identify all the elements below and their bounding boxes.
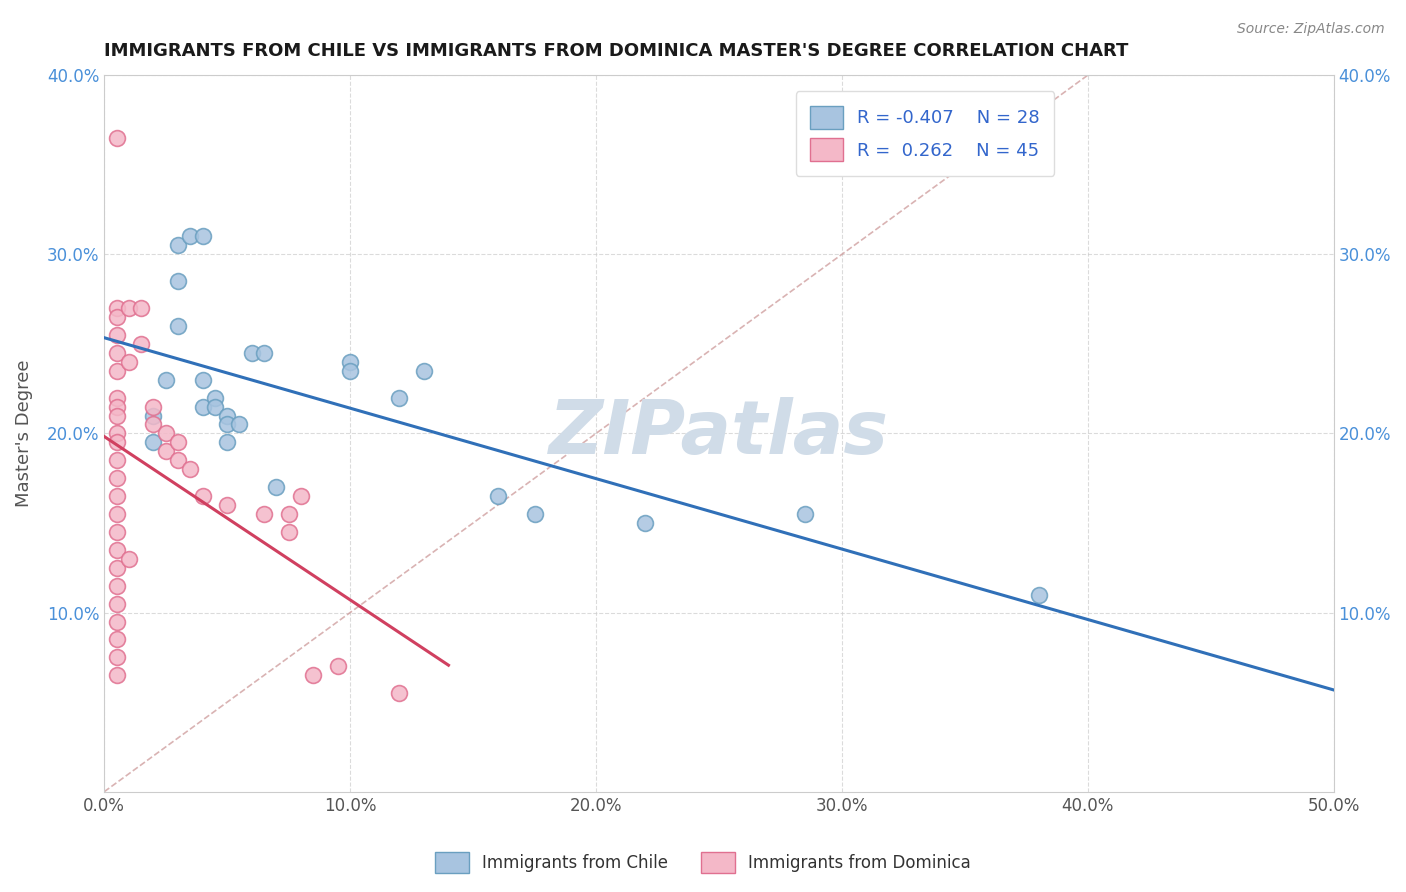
Legend: R = -0.407    N = 28, R =  0.262    N = 45: R = -0.407 N = 28, R = 0.262 N = 45	[796, 91, 1054, 176]
Point	[277, 507, 299, 521]
Point	[339, 364, 361, 378]
Point	[105, 668, 128, 682]
Point	[142, 400, 165, 414]
Point	[167, 453, 190, 467]
Point	[129, 337, 152, 351]
Point	[105, 364, 128, 378]
Point	[167, 318, 190, 333]
Point	[794, 507, 817, 521]
Point	[105, 650, 128, 665]
Point	[523, 507, 546, 521]
Point	[191, 373, 214, 387]
Point	[217, 409, 239, 423]
Point	[388, 686, 411, 700]
Point	[129, 301, 152, 315]
Point	[105, 561, 128, 575]
Point	[142, 435, 165, 450]
Y-axis label: Master's Degree: Master's Degree	[15, 359, 32, 508]
Point	[105, 310, 128, 324]
Point	[217, 417, 239, 432]
Point	[412, 364, 434, 378]
Point	[266, 480, 288, 494]
Point	[105, 471, 128, 485]
Point	[118, 355, 141, 369]
Point	[142, 417, 165, 432]
Point	[191, 489, 214, 503]
Point	[105, 346, 128, 360]
Point	[204, 400, 226, 414]
Point	[486, 489, 509, 503]
Point	[1028, 588, 1050, 602]
Point	[118, 301, 141, 315]
Text: ZIPatlas: ZIPatlas	[548, 397, 889, 470]
Point	[277, 524, 299, 539]
Point	[339, 355, 361, 369]
Point	[105, 400, 128, 414]
Point	[167, 274, 190, 288]
Point	[240, 346, 263, 360]
Point	[105, 615, 128, 629]
Point	[179, 229, 201, 244]
Point	[105, 327, 128, 342]
Point	[105, 426, 128, 441]
Point	[253, 346, 276, 360]
Point	[105, 453, 128, 467]
Point	[217, 435, 239, 450]
Point	[105, 435, 128, 450]
Point	[388, 391, 411, 405]
Point	[105, 542, 128, 557]
Point	[155, 444, 177, 458]
Point	[105, 489, 128, 503]
Point	[105, 391, 128, 405]
Point	[105, 131, 128, 145]
Text: Source: ZipAtlas.com: Source: ZipAtlas.com	[1237, 22, 1385, 37]
Point	[179, 462, 201, 476]
Point	[142, 409, 165, 423]
Point	[105, 597, 128, 611]
Point	[302, 668, 325, 682]
Point	[105, 632, 128, 647]
Point	[326, 659, 349, 673]
Point	[217, 498, 239, 512]
Point	[105, 301, 128, 315]
Point	[155, 373, 177, 387]
Point	[191, 400, 214, 414]
Point	[253, 507, 276, 521]
Point	[118, 552, 141, 566]
Point	[167, 435, 190, 450]
Point	[204, 391, 226, 405]
Point	[191, 229, 214, 244]
Point	[290, 489, 312, 503]
Point	[105, 524, 128, 539]
Point	[228, 417, 250, 432]
Point	[167, 238, 190, 252]
Point	[634, 516, 657, 530]
Point	[105, 579, 128, 593]
Point	[105, 507, 128, 521]
Text: IMMIGRANTS FROM CHILE VS IMMIGRANTS FROM DOMINICA MASTER'S DEGREE CORRELATION CH: IMMIGRANTS FROM CHILE VS IMMIGRANTS FROM…	[104, 42, 1129, 60]
Point	[155, 426, 177, 441]
Legend: Immigrants from Chile, Immigrants from Dominica: Immigrants from Chile, Immigrants from D…	[429, 846, 977, 880]
Point	[105, 409, 128, 423]
